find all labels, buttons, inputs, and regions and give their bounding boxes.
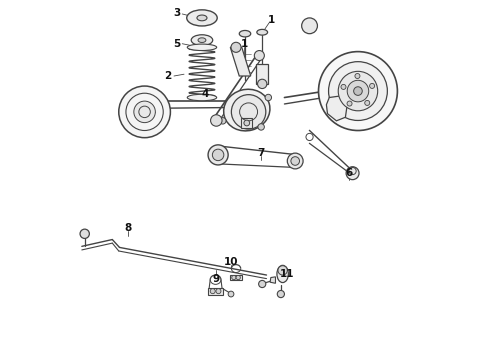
Circle shape (80, 229, 89, 238)
Circle shape (212, 149, 224, 161)
Text: 7: 7 (257, 148, 265, 158)
Circle shape (291, 157, 299, 165)
Circle shape (236, 275, 240, 280)
Circle shape (278, 266, 287, 275)
Circle shape (134, 101, 155, 123)
Circle shape (208, 145, 228, 165)
Circle shape (258, 124, 265, 130)
Circle shape (329, 62, 388, 121)
Circle shape (365, 100, 370, 105)
Circle shape (258, 79, 267, 89)
Circle shape (119, 86, 171, 138)
Circle shape (338, 71, 378, 111)
Text: 3: 3 (173, 8, 180, 18)
Ellipse shape (257, 30, 268, 35)
Polygon shape (270, 277, 275, 283)
Circle shape (347, 101, 352, 106)
Circle shape (354, 87, 362, 95)
Ellipse shape (187, 94, 217, 101)
Circle shape (228, 291, 234, 297)
Text: 1: 1 (241, 40, 248, 49)
Ellipse shape (191, 35, 213, 45)
Bar (256, 64, 268, 84)
Circle shape (210, 289, 215, 294)
Circle shape (277, 291, 285, 298)
Circle shape (254, 50, 265, 60)
Circle shape (369, 84, 375, 89)
Circle shape (341, 84, 346, 89)
Ellipse shape (197, 15, 207, 21)
Polygon shape (326, 96, 347, 121)
Circle shape (287, 153, 303, 169)
Ellipse shape (277, 265, 289, 283)
Text: 5: 5 (173, 39, 180, 49)
Bar (230, 275, 243, 280)
Ellipse shape (187, 44, 217, 50)
Circle shape (220, 118, 226, 124)
Circle shape (232, 275, 236, 280)
Text: 4: 4 (202, 89, 209, 99)
Circle shape (244, 120, 250, 126)
Circle shape (318, 51, 397, 131)
Circle shape (265, 94, 271, 101)
Ellipse shape (239, 31, 251, 37)
Text: 1: 1 (268, 15, 275, 26)
Text: 9: 9 (212, 274, 219, 284)
Text: 6: 6 (345, 168, 353, 178)
Circle shape (302, 18, 318, 34)
Text: 2: 2 (164, 71, 171, 81)
Circle shape (231, 42, 241, 52)
Text: 8: 8 (125, 224, 132, 233)
Text: 11: 11 (280, 269, 294, 279)
Circle shape (347, 80, 368, 102)
Circle shape (211, 115, 222, 126)
Ellipse shape (198, 38, 206, 42)
Circle shape (346, 167, 359, 180)
Polygon shape (230, 47, 251, 76)
Bar (208, 288, 223, 295)
Circle shape (259, 280, 266, 288)
Ellipse shape (187, 10, 217, 26)
Circle shape (231, 95, 266, 129)
Circle shape (355, 73, 360, 78)
Ellipse shape (223, 89, 270, 131)
Bar (242, 118, 252, 128)
Circle shape (216, 289, 221, 294)
Text: 10: 10 (223, 257, 238, 267)
